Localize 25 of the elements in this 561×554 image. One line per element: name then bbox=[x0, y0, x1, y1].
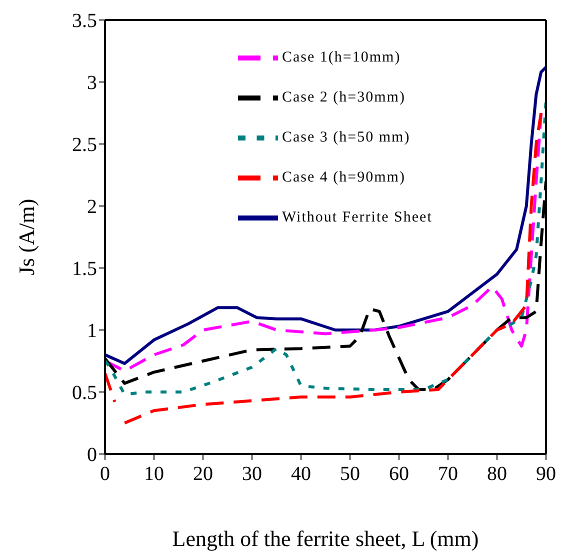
y-tick-label: 2 bbox=[87, 196, 97, 218]
x-tick-label: 50 bbox=[340, 463, 360, 486]
x-axis-title: Length of the ferrite sheet, L (mm) bbox=[172, 526, 479, 551]
x-tick-label: 80 bbox=[487, 463, 507, 486]
x-tick-label: 10 bbox=[144, 463, 164, 486]
y-tick-label: 1 bbox=[87, 320, 97, 342]
y-tick-label: 1.5 bbox=[72, 258, 97, 280]
y-tick-label: 0.5 bbox=[72, 382, 97, 404]
x-tick-label: 30 bbox=[242, 463, 262, 486]
x-tick-label: 40 bbox=[291, 463, 311, 486]
x-tick-label: 20 bbox=[193, 463, 213, 486]
legend-label: Case 4 (h=90mm) bbox=[282, 169, 406, 186]
y-tick-label: 3.5 bbox=[72, 10, 97, 32]
y-tick-label: 2.5 bbox=[72, 134, 97, 156]
y-tick-label: 3 bbox=[87, 72, 97, 94]
legend-label: Without Ferrite Sheet bbox=[282, 209, 432, 226]
legend-label: Case 2 (h=30mm) bbox=[282, 89, 406, 106]
x-tick-label: 70 bbox=[438, 463, 458, 486]
x-tick-label: 90 bbox=[536, 463, 556, 486]
legend-label: Case 1(h=10mm) bbox=[282, 49, 401, 66]
y-tick-label: 0 bbox=[87, 444, 97, 466]
legend-label: Case 3 (h=50 mm) bbox=[282, 129, 410, 146]
x-tick-label: 60 bbox=[389, 463, 409, 486]
y-axis-title: Js (A/m) bbox=[14, 198, 39, 276]
line-series bbox=[105, 66, 546, 365]
